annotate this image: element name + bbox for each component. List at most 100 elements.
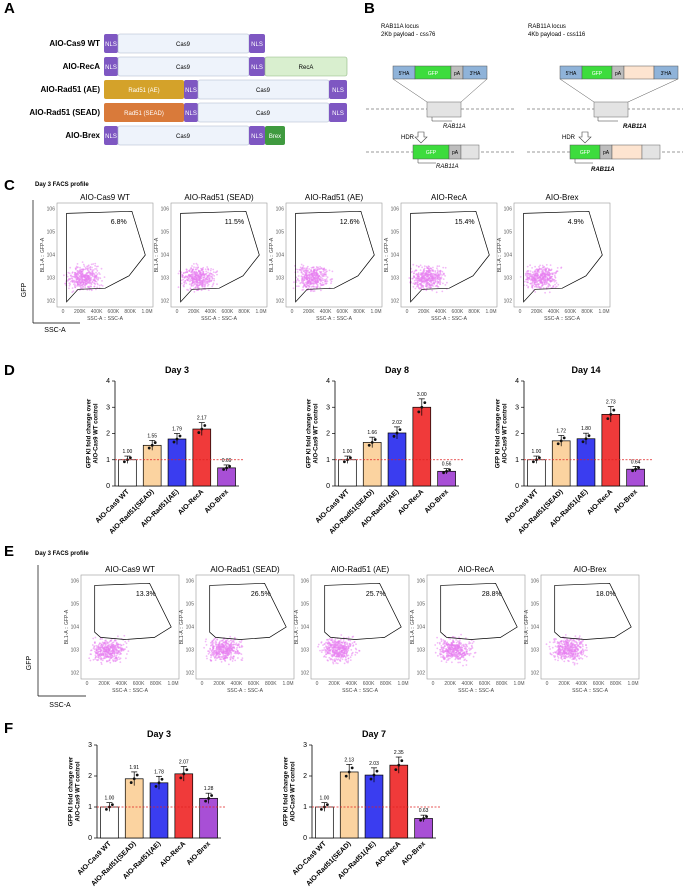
facs-plot: AIO-Brex 4.9% 102 103 104 105 106 0 200K 400K 600K… bbox=[497, 193, 611, 322]
facs-y-tick: 106 bbox=[47, 207, 56, 213]
pa-label: pA bbox=[603, 150, 610, 156]
bar bbox=[576, 438, 596, 487]
hdr-label: HDR bbox=[562, 135, 576, 141]
gene-label: RAB11A bbox=[623, 124, 647, 130]
chart-title: Day 14 bbox=[571, 365, 600, 375]
facs-plot: AIO-Cas9 WT 13.3% 102 103 104 105 106 0 200K 400K… bbox=[64, 565, 180, 694]
data-point bbox=[581, 440, 585, 444]
facs-y-tick: 102 bbox=[276, 299, 285, 305]
nls-segment bbox=[249, 126, 265, 145]
facs-plot-frame bbox=[426, 574, 526, 680]
cas9-label: Cas9 bbox=[256, 88, 271, 94]
data-point bbox=[375, 769, 379, 773]
cas9-label: Cas9 bbox=[176, 42, 191, 48]
y-tick-label: 4 bbox=[515, 378, 519, 385]
facs-x-tick: 1.0M bbox=[513, 681, 524, 687]
nls-label: NLS bbox=[251, 134, 263, 140]
facs-y-tick: 106 bbox=[71, 579, 80, 585]
facs-x-tick: 0 bbox=[406, 309, 409, 315]
facs-x-tick: 200K bbox=[98, 681, 110, 687]
bar bbox=[167, 438, 187, 487]
y-tick-label: 0 bbox=[303, 835, 307, 842]
category-label: AIO-Brex bbox=[424, 488, 450, 514]
gfp-gate bbox=[295, 210, 375, 303]
facs-x-tick: 800K bbox=[610, 681, 622, 687]
value-label: 2.07 bbox=[179, 760, 189, 766]
nls-segment bbox=[249, 34, 265, 53]
facs-y-tick: 102 bbox=[391, 299, 400, 305]
facs-x-tick: 0 bbox=[86, 681, 89, 687]
facs-y-tick: 106 bbox=[186, 579, 195, 585]
facs-y-axis-label: BL1-A :: GFP-A bbox=[179, 609, 185, 644]
value-label: 1.28 bbox=[204, 786, 214, 792]
data-point bbox=[150, 443, 154, 447]
gate-percentage: 28.8% bbox=[482, 591, 502, 598]
value-label: 2.73 bbox=[606, 400, 616, 406]
data-point bbox=[372, 773, 376, 777]
brex-segment bbox=[265, 126, 285, 145]
facs-y-tick: 104 bbox=[301, 625, 310, 631]
facs-x-tick: 800K bbox=[238, 309, 250, 315]
facs-y-tick: 104 bbox=[531, 625, 540, 631]
facs-x-tick: 400K bbox=[462, 681, 474, 687]
facs-y-tick: 103 bbox=[391, 276, 400, 282]
bar bbox=[389, 764, 409, 839]
category-label: AIO-Rad51(SEAD) bbox=[328, 488, 375, 535]
cas9-label: Cas9 bbox=[176, 65, 191, 71]
facs-x-tick: 600K bbox=[222, 309, 234, 315]
gfp-label: GFP bbox=[428, 71, 439, 77]
data-point bbox=[634, 467, 637, 471]
gene-label: RAB11A bbox=[443, 124, 466, 130]
nls-segment bbox=[184, 80, 198, 99]
facs-y-tick: 104 bbox=[391, 253, 400, 259]
data-point bbox=[395, 431, 399, 435]
nls-segment bbox=[329, 80, 347, 99]
value-label: 1.55 bbox=[147, 433, 157, 439]
facs-x-tick: 0 bbox=[291, 309, 294, 315]
facs-y-tick: 105 bbox=[71, 602, 80, 608]
gfp-gate bbox=[523, 210, 603, 303]
data-point bbox=[394, 768, 398, 772]
data-point bbox=[200, 427, 204, 431]
data-point bbox=[392, 434, 396, 438]
facs-x-tick: 800K bbox=[124, 309, 136, 315]
data-point bbox=[207, 796, 211, 800]
panel-d-charts: Day 3 0 1 2 3 4 GFP KI fold change overAIO-Cas… bbox=[87, 365, 652, 536]
facs-x-tick: 400K bbox=[576, 681, 588, 687]
value-label: 1.00 bbox=[320, 796, 330, 802]
facs-events bbox=[434, 633, 477, 667]
nls-segment bbox=[329, 103, 347, 122]
facs-x-tick: 400K bbox=[205, 309, 217, 315]
facs-x-tick: 200K bbox=[74, 309, 86, 315]
y-tick-label: 4 bbox=[106, 378, 110, 385]
category-label: AIO-RecA bbox=[397, 488, 425, 516]
gate-percentage: 26.5% bbox=[251, 591, 271, 598]
data-point bbox=[222, 468, 226, 471]
data-point bbox=[185, 768, 189, 772]
nls-label: NLS bbox=[105, 42, 117, 48]
data-point bbox=[228, 464, 232, 468]
value-label: 1.00 bbox=[123, 449, 133, 455]
rad51-sead-label: Rad51 (SEAD) bbox=[124, 111, 164, 117]
facs-x-tick: 400K bbox=[231, 681, 243, 687]
y-tick-label: 2 bbox=[88, 773, 92, 780]
gfp-gate bbox=[94, 582, 172, 640]
panel-b-schematic: RAB11A locus 2Kb payload - css76 RAB11A … bbox=[366, 24, 683, 173]
data-point bbox=[559, 439, 563, 443]
facs-y-tick: 106 bbox=[161, 207, 170, 213]
bar bbox=[339, 771, 359, 839]
facs-y-axis-label: BL1-A :: GFP-A bbox=[524, 609, 530, 644]
facs-row-e: AIO-Cas9 WT 13.3% 102 103 104 105 106 0 200K 400K… bbox=[64, 565, 640, 694]
gene-label: RAB11A bbox=[591, 167, 615, 173]
facs-x-axis-label: SSC-A :: SSC-A bbox=[342, 688, 379, 694]
y-axis-label: GFP KI fold change overAIO-Cas9 WT contr… bbox=[307, 398, 320, 468]
data-point bbox=[111, 803, 114, 807]
nls-segment bbox=[104, 34, 118, 53]
category-label: AIO-Brex bbox=[401, 840, 427, 866]
pa-label: pA bbox=[454, 71, 461, 77]
value-label: 1.66 bbox=[367, 430, 377, 436]
data-point bbox=[182, 772, 186, 776]
value-label: 3.00 bbox=[417, 392, 427, 398]
facs-x-tick: 600K bbox=[108, 309, 120, 315]
